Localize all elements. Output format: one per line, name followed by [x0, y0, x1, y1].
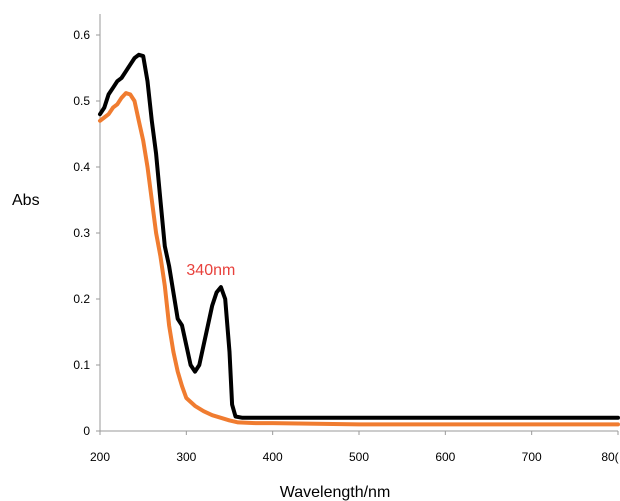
x-tick-label: 500 — [349, 450, 369, 464]
y-tick-label: 0.6 — [73, 28, 90, 42]
series-lines — [98, 52, 620, 427]
y-tick-label: 0 — [83, 424, 90, 438]
series-line-2 — [98, 91, 620, 427]
x-axis-title: Wavelength/nm — [280, 484, 391, 501]
x-ticks: 200 300 400 500 600 700 80( — [90, 431, 619, 464]
series-line-1 — [98, 52, 620, 420]
x-tick-label: 80( — [601, 450, 618, 464]
x-tick-label: 400 — [263, 450, 283, 464]
x-tick-label: 700 — [522, 450, 542, 464]
y-tick-label: 0.2 — [73, 292, 90, 306]
y-tick-label: 0.3 — [73, 226, 90, 240]
y-tick-label: 0.1 — [73, 358, 90, 372]
peak-annotation-label: 340nm — [186, 262, 235, 279]
x-tick-label: 200 — [90, 450, 110, 464]
x-tick-label: 600 — [435, 450, 455, 464]
y-tick-label: 0.4 — [73, 160, 90, 174]
y-axis-title: Abs — [12, 192, 40, 209]
y-ticks: 0 0.1 0.2 0.3 0.4 0.5 0.6 — [73, 28, 100, 438]
x-tick-label: 300 — [176, 450, 196, 464]
y-tick-label: 0.5 — [73, 94, 90, 108]
